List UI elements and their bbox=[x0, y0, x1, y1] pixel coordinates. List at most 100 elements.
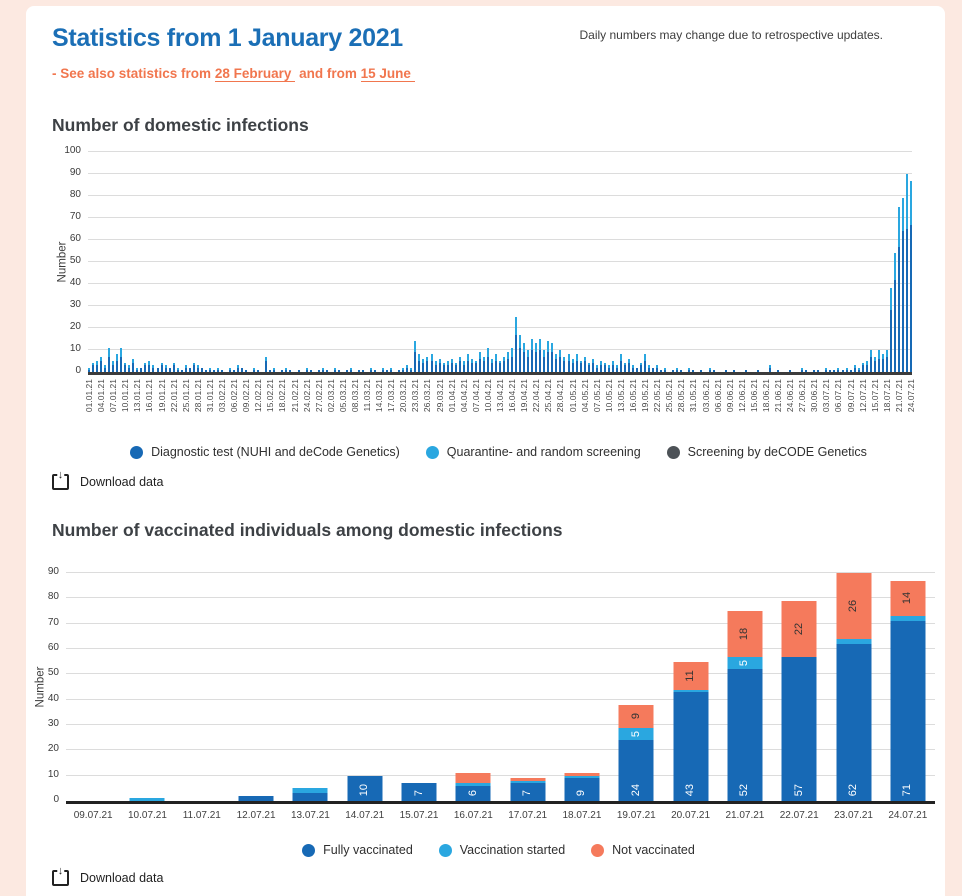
daily-bar bbox=[265, 152, 268, 372]
y-tick-label: 60 bbox=[47, 642, 59, 653]
see-also-line: - See also statistics from 28 February a… bbox=[52, 66, 945, 82]
diagnostic-test-dot-icon bbox=[130, 445, 144, 459]
y-tick-label: 20 bbox=[47, 743, 59, 755]
link-15-june[interactable]: 15 June bbox=[360, 66, 415, 82]
screening-segment bbox=[861, 363, 864, 366]
diagnostic-segment bbox=[833, 369, 836, 372]
gridline bbox=[88, 195, 912, 196]
diagnostic-segment bbox=[789, 369, 792, 372]
daily-bar bbox=[680, 152, 683, 372]
x-tick-label: 09.02.21 bbox=[241, 379, 252, 413]
x-tick-label: 19.01.21 bbox=[156, 379, 167, 413]
daily-bar bbox=[112, 152, 115, 372]
x-tick-label: 06.07.21 bbox=[833, 379, 844, 413]
x-category-label: 09.07.21 bbox=[73, 810, 113, 821]
screening-segment bbox=[539, 339, 542, 350]
download-label: Download data bbox=[80, 475, 164, 489]
screening-segment bbox=[490, 358, 493, 364]
daily-bar bbox=[418, 152, 421, 372]
legend-item-diagnostic-test[interactable]: Diagnostic test (NUHI and deCode Genetic… bbox=[130, 445, 400, 459]
daily-bar bbox=[414, 152, 417, 372]
screening-segment bbox=[631, 365, 634, 368]
screening-segment bbox=[466, 354, 469, 361]
daily-bar bbox=[398, 152, 401, 372]
diagnostic-segment bbox=[382, 369, 385, 372]
daily-bar bbox=[176, 152, 179, 372]
diagnostic-segment bbox=[297, 369, 300, 372]
daily-bar bbox=[370, 152, 373, 372]
daily-bar bbox=[737, 152, 739, 372]
daily-bar bbox=[873, 152, 876, 372]
diagnostic-segment bbox=[744, 369, 747, 372]
screening-segment bbox=[160, 363, 163, 366]
diagnostic-segment bbox=[672, 369, 675, 372]
bar-segment bbox=[292, 788, 328, 794]
bar-value-label: 57 bbox=[792, 783, 805, 796]
diagnostic-segment bbox=[692, 369, 695, 372]
diagnostic-segment bbox=[430, 361, 433, 372]
diagnostic-segment bbox=[406, 367, 409, 372]
x-tick-label: 25.04.21 bbox=[543, 379, 554, 413]
daily-bar bbox=[664, 152, 667, 372]
diagnostic-segment bbox=[345, 369, 348, 372]
daily-bar bbox=[333, 152, 336, 372]
x-tick-label: 24.02.21 bbox=[301, 379, 312, 413]
legend-item-not-vaccinated[interactable]: Not vaccinated bbox=[591, 843, 695, 857]
see-also-text: - See also statistics from bbox=[52, 66, 215, 81]
x-tick-label: 21.06.21 bbox=[773, 379, 784, 413]
x-tick-label: 12.02.21 bbox=[253, 379, 264, 413]
download-data-button-1[interactable]: ↓ Download data bbox=[52, 470, 164, 490]
diagnostic-segment bbox=[664, 369, 667, 372]
diagnostic-segment bbox=[571, 363, 574, 372]
diagnostic-segment bbox=[551, 352, 554, 372]
diagnostic-segment bbox=[756, 369, 759, 372]
y-tick-label: 70 bbox=[69, 211, 81, 222]
daily-bar bbox=[317, 152, 320, 372]
screening-segment bbox=[494, 354, 497, 361]
screening-segment bbox=[273, 367, 276, 370]
daily-bar bbox=[717, 152, 719, 372]
legend-item-vaccination-started[interactable]: Vaccination started bbox=[438, 843, 565, 857]
download-data-button-2[interactable]: ↓ Download data bbox=[52, 866, 163, 886]
daily-bar bbox=[644, 152, 647, 372]
stacked-bar: 10 bbox=[347, 573, 383, 801]
gridline bbox=[88, 283, 912, 284]
diagnostic-segment bbox=[442, 365, 445, 372]
daily-bar bbox=[229, 152, 232, 372]
diagnostic-segment bbox=[281, 369, 284, 372]
screening-segment bbox=[434, 361, 437, 366]
diagnostic-segment bbox=[136, 369, 139, 372]
x-tick-label: 26.03.21 bbox=[422, 379, 433, 413]
screening-segment bbox=[370, 367, 373, 370]
legend-item-quarantine-screening[interactable]: Quarantine- and random screening bbox=[425, 445, 641, 459]
screening-segment bbox=[152, 365, 155, 368]
screening-segment bbox=[551, 343, 554, 353]
diagnostic-segment bbox=[245, 369, 248, 372]
legend-label: Diagnostic test (NUHI and deCode Genetic… bbox=[151, 445, 400, 459]
diagnostic-segment bbox=[603, 365, 606, 372]
screening-segment bbox=[801, 367, 804, 370]
legend-item-decode-screening[interactable]: Screening by deCODE Genetics bbox=[666, 445, 867, 459]
chart2-plot-area: Number 0 10 20 30 40 50 60 70 80 90 10 7 6 7 9 24 5 9 43 11… bbox=[34, 567, 935, 805]
screening-segment bbox=[591, 358, 594, 364]
daily-bar bbox=[225, 152, 227, 372]
daily-bar bbox=[741, 152, 743, 372]
daily-bar bbox=[482, 152, 485, 372]
screening-segment bbox=[382, 367, 385, 370]
x-tick-label: 23.03.21 bbox=[410, 379, 421, 413]
daily-bar bbox=[729, 152, 731, 372]
link-28-february[interactable]: 28 February bbox=[214, 66, 296, 82]
screening-segment bbox=[124, 363, 127, 366]
daily-bar bbox=[152, 152, 155, 372]
legend-item-fully-vaccinated[interactable]: Fully vaccinated bbox=[302, 843, 413, 857]
daily-bar bbox=[829, 152, 832, 372]
x-tick-label: 04.04.21 bbox=[458, 379, 469, 413]
diagnostic-segment bbox=[688, 369, 691, 372]
daily-bar bbox=[100, 152, 103, 372]
screening-segment bbox=[527, 350, 530, 357]
daily-bar bbox=[841, 152, 844, 372]
daily-bar bbox=[478, 152, 481, 372]
diagnostic-segment bbox=[237, 367, 240, 372]
x-tick-label: 13.05.21 bbox=[615, 379, 626, 413]
diagnostic-segment bbox=[410, 369, 413, 372]
